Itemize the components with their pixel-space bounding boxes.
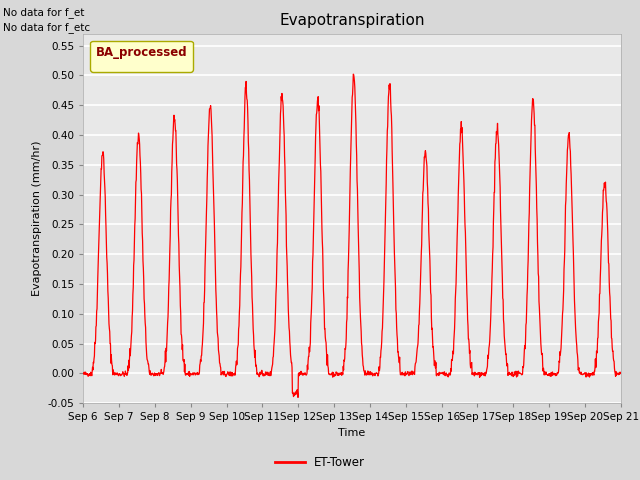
Text: No data for f_etc: No data for f_etc <box>3 22 90 33</box>
Y-axis label: Evapotranspiration (mm/hr): Evapotranspiration (mm/hr) <box>32 141 42 296</box>
Text: No data for f_et: No data for f_et <box>3 7 84 18</box>
X-axis label: Time: Time <box>339 428 365 438</box>
Legend: ET-Tower: ET-Tower <box>270 452 370 474</box>
Title: Evapotranspiration: Evapotranspiration <box>279 13 425 28</box>
Legend:  <box>90 40 193 72</box>
